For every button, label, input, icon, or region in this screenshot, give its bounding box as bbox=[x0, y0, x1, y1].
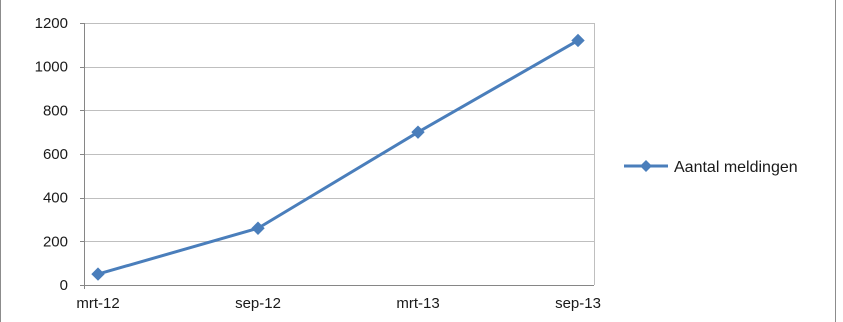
y-tick-label: 200 bbox=[43, 233, 68, 250]
data-point-marker bbox=[411, 125, 425, 139]
x-tick-label: mrt-12 bbox=[76, 295, 119, 312]
data-point-marker bbox=[251, 221, 265, 235]
legend-marker-icon bbox=[640, 160, 652, 172]
series-plot bbox=[91, 33, 585, 281]
legend: Aantal meldingen bbox=[624, 159, 798, 176]
y-tick-label: 600 bbox=[43, 146, 68, 163]
x-tick-label: sep-12 bbox=[235, 295, 281, 312]
y-tick-label: 1000 bbox=[35, 59, 68, 76]
y-tick-labels: 0 200 400 600 800 1000 1200 bbox=[35, 15, 68, 294]
y-tick-label: 0 bbox=[60, 277, 68, 294]
y-tick-label: 800 bbox=[43, 102, 68, 119]
series-line bbox=[97, 39, 579, 276]
x-tick-labels: mrt-12 sep-12 mrt-13 sep-13 bbox=[76, 295, 601, 312]
gridlines bbox=[84, 23, 595, 285]
legend-label: Aantal meldingen bbox=[674, 159, 798, 176]
x-tick-label: mrt-13 bbox=[396, 295, 439, 312]
axes bbox=[80, 23, 594, 289]
y-tick-label: 400 bbox=[43, 190, 68, 207]
data-point-marker bbox=[571, 33, 585, 48]
x-tick-label: sep-13 bbox=[555, 295, 601, 312]
y-tick-label: 1200 bbox=[35, 15, 68, 32]
data-point-marker bbox=[91, 267, 105, 281]
